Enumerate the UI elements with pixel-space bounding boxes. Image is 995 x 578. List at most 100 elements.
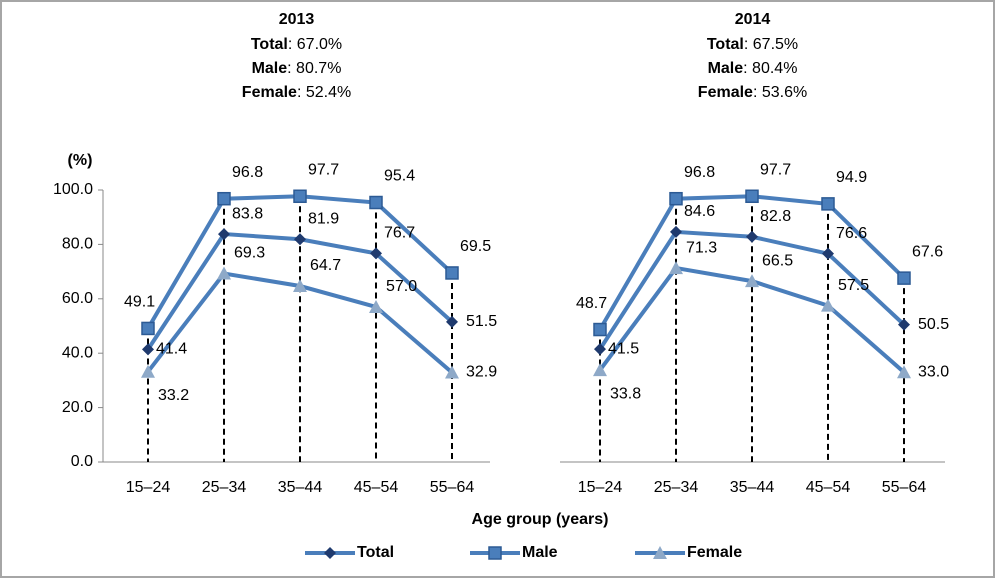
y-tick-label: 0.0 xyxy=(71,453,93,470)
data-label: 82.8 xyxy=(760,208,791,225)
data-label: 33.2 xyxy=(158,387,189,404)
summary-line: Total: 67.0% xyxy=(251,36,342,53)
data-label: 97.7 xyxy=(760,161,791,178)
data-label: 94.9 xyxy=(836,169,867,186)
data-label: 50.5 xyxy=(918,316,949,333)
y-tick-label: 20.0 xyxy=(62,399,93,416)
marker xyxy=(445,266,459,280)
summary-value: : 80.4% xyxy=(743,60,797,77)
marker xyxy=(821,298,835,312)
marker xyxy=(294,233,306,246)
marker xyxy=(594,343,606,356)
x-tick-label: 25–34 xyxy=(654,479,699,496)
legend-label: Total xyxy=(357,544,394,561)
data-label: 96.8 xyxy=(684,164,715,181)
legend-marker xyxy=(324,547,336,559)
data-label: 95.4 xyxy=(384,168,415,185)
data-label: 97.7 xyxy=(308,161,339,178)
summary-line: Total: 67.5% xyxy=(707,36,798,53)
summary-line: Female: 53.6% xyxy=(698,84,807,101)
x-tick-label: 35–44 xyxy=(278,479,323,496)
data-label: 57.0 xyxy=(386,278,417,295)
data-label: 41.4 xyxy=(156,341,187,358)
summary-value: : 53.6% xyxy=(753,84,807,101)
x-axis-label: Age group (years) xyxy=(472,511,609,528)
data-label: 32.9 xyxy=(466,364,497,381)
summary-label: Total xyxy=(251,36,288,53)
marker xyxy=(898,318,910,331)
marker xyxy=(217,266,231,280)
marker xyxy=(745,189,759,204)
marker xyxy=(593,322,607,337)
x-tick-label: 55–64 xyxy=(430,479,475,496)
marker xyxy=(217,191,231,206)
summary-value: : 67.0% xyxy=(288,36,342,53)
data-label: 67.6 xyxy=(912,243,943,260)
summary-label: Female xyxy=(242,84,297,101)
marker xyxy=(141,364,155,378)
data-label: 76.6 xyxy=(836,225,867,242)
marker xyxy=(370,247,382,260)
data-label: 84.6 xyxy=(684,203,715,220)
data-label: 71.3 xyxy=(686,239,717,256)
panel-title: 2013 xyxy=(279,11,315,28)
data-label: 66.5 xyxy=(762,252,793,269)
summary-value: : 67.5% xyxy=(744,36,798,53)
data-label: 33.0 xyxy=(918,363,949,380)
marker xyxy=(669,261,683,275)
x-tick-label: 35–44 xyxy=(730,479,775,496)
marker xyxy=(593,363,607,377)
marker xyxy=(218,228,230,241)
data-label: 96.8 xyxy=(232,164,263,181)
marker xyxy=(369,195,383,210)
legend-item: Male xyxy=(470,544,558,561)
marker xyxy=(746,230,758,243)
marker xyxy=(293,279,307,293)
y-tick-label: 80.0 xyxy=(62,236,93,253)
summary-label: Male xyxy=(708,60,744,77)
legend-label: Male xyxy=(522,544,558,561)
y-tick-label: 60.0 xyxy=(62,290,93,307)
x-tick-label: 15–24 xyxy=(126,479,171,496)
y-tick-label: 100.0 xyxy=(53,181,93,198)
marker xyxy=(445,365,459,379)
summary-label: Male xyxy=(252,60,288,77)
data-label: 83.8 xyxy=(232,205,263,222)
legend-item: Total xyxy=(305,544,394,561)
y-axis-label: (%) xyxy=(68,152,93,169)
x-tick-label: 55–64 xyxy=(882,479,927,496)
summary-value: : 80.7% xyxy=(287,60,341,77)
summary-line: Female: 52.4% xyxy=(242,84,351,101)
legend-marker xyxy=(653,546,667,559)
marker xyxy=(821,197,835,211)
marker xyxy=(142,343,154,356)
marker xyxy=(446,315,458,328)
data-label: 33.8 xyxy=(610,385,641,402)
data-label: 69.5 xyxy=(460,238,491,255)
data-label: 49.1 xyxy=(124,294,155,311)
marker xyxy=(670,225,682,238)
x-tick-label: 25–34 xyxy=(202,479,247,496)
summary-label: Female xyxy=(698,84,753,101)
x-tick-label: 15–24 xyxy=(578,479,623,496)
marker xyxy=(369,299,383,313)
data-label: 48.7 xyxy=(576,295,607,312)
legend-marker xyxy=(488,546,502,560)
data-label: 69.3 xyxy=(234,245,265,262)
data-label: 51.5 xyxy=(466,313,497,330)
summary-line: Male: 80.4% xyxy=(708,60,798,77)
y-tick-label: 40.0 xyxy=(62,344,93,361)
marker xyxy=(293,189,307,204)
marker xyxy=(897,271,911,285)
x-tick-label: 45–54 xyxy=(806,479,851,496)
panel-title: 2014 xyxy=(735,11,771,28)
marker xyxy=(822,247,834,260)
data-label: 57.5 xyxy=(838,277,869,294)
summary-line: Male: 80.7% xyxy=(252,60,342,77)
marker xyxy=(745,274,759,288)
x-tick-label: 45–54 xyxy=(354,479,399,496)
legend-label: Female xyxy=(687,544,742,561)
data-label: 76.7 xyxy=(384,225,415,242)
data-label: 64.7 xyxy=(310,257,341,274)
